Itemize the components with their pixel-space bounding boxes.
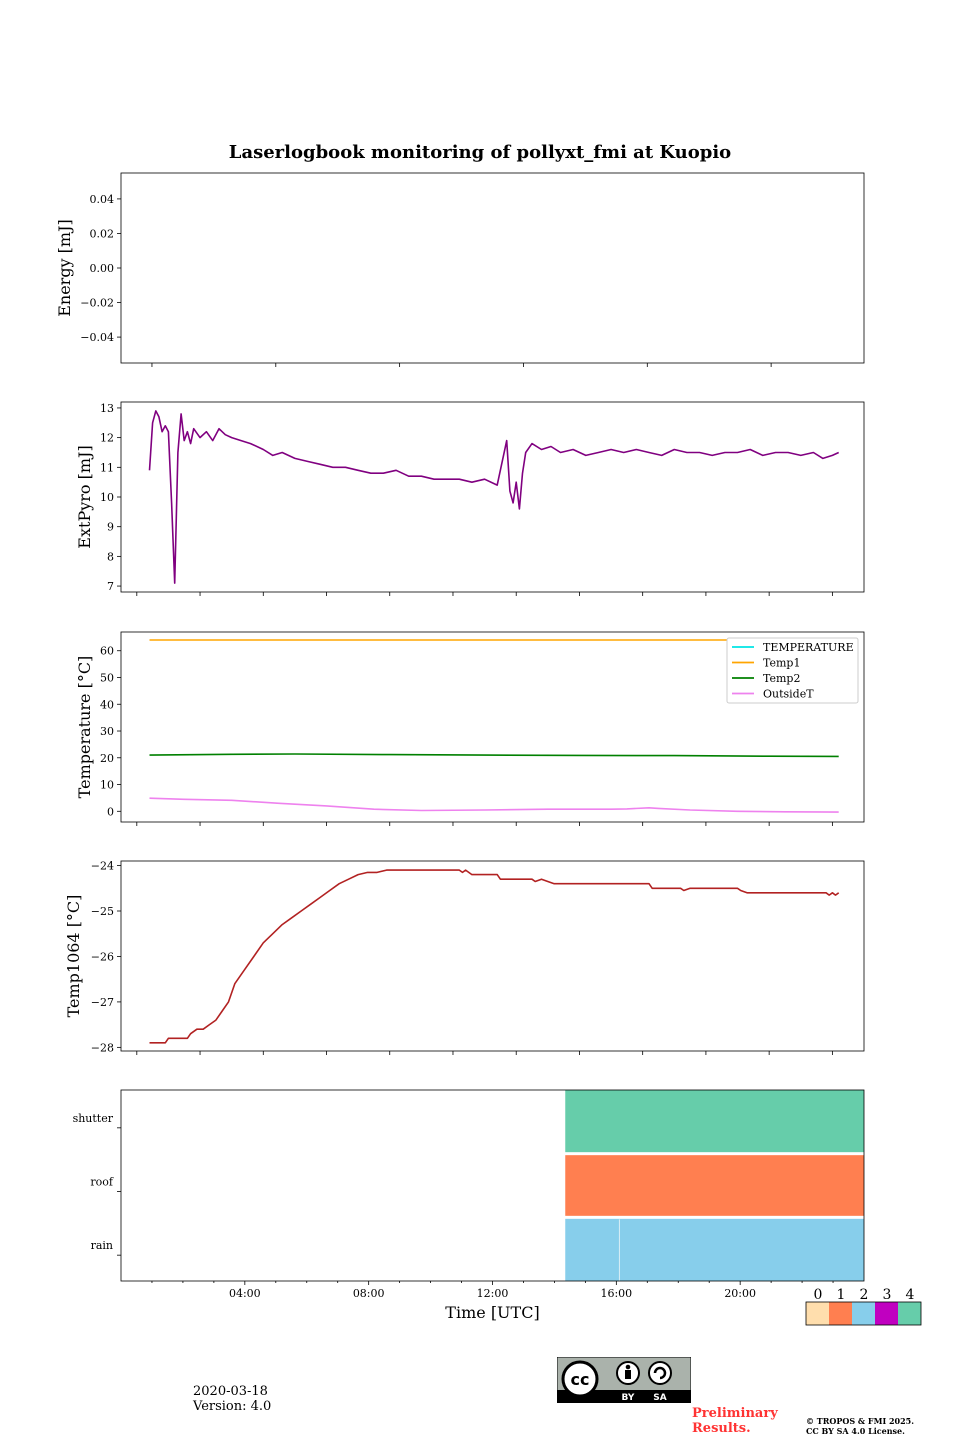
cc-sa-label: SA [653, 1393, 666, 1403]
ytick-label: −24 [91, 860, 114, 873]
ylabel: Energy [mJ] [55, 219, 74, 317]
ytick-label: −27 [91, 996, 114, 1009]
xtick-label: 04:00 [229, 1287, 261, 1300]
ytick-label: −28 [91, 1041, 114, 1054]
colorbar-tick-label: 4 [906, 1287, 915, 1303]
panel-energy: −0.04 −0.02 0.00 0.02 0.04 Energy [mJ] [55, 172, 865, 367]
ytick-label: 0.02 [90, 227, 115, 240]
footer-info: 2020-03-18 Version: 4.0 [193, 1384, 271, 1414]
ytick-label: −0.04 [80, 331, 114, 344]
xtick-label: 20:00 [724, 1287, 756, 1300]
xtick-label: 08:00 [353, 1287, 385, 1300]
ytick-label: 7 [107, 580, 114, 593]
axes-frame [120, 1089, 865, 1282]
ytick-label: −26 [91, 950, 114, 963]
panel-temp1064: −28 −27 −26 −25 −24 Temp1064 [°C] [64, 860, 865, 1055]
colorbar-tick-label: 0 [814, 1287, 823, 1303]
ytick-label: 10 [100, 491, 114, 504]
ytick-label: 8 [107, 550, 114, 563]
ylabel: Temp1064 [°C] [64, 895, 83, 1018]
cc-license-icon: cc BY SA [557, 1357, 691, 1403]
ytick-label: −25 [91, 905, 114, 918]
series-line-extpyro [148, 410, 840, 584]
axes-frame [120, 401, 865, 593]
legend-box [726, 637, 859, 704]
colorbar-cell-1 [829, 1302, 852, 1325]
axes-frame [120, 860, 865, 1052]
ytick-label: 50 [100, 671, 114, 684]
copyright-line2: CC BY SA 4.0 License. [806, 1426, 905, 1436]
preliminary-line2: Results. [692, 1421, 751, 1436]
colorbar-tick-label: 2 [860, 1287, 869, 1303]
colorbar-cell-0 [806, 1302, 829, 1325]
preliminary-note: Preliminary Results. [692, 1406, 778, 1436]
ytick-label: 10 [100, 779, 114, 792]
ytick-label: 13 [100, 402, 114, 415]
xlabel: Time [UTC] [445, 1303, 539, 1322]
ytick-label: 0.00 [90, 262, 115, 275]
version-label: Version: 4.0 [193, 1399, 272, 1414]
row-label-shutter: shutter [73, 1112, 114, 1125]
series-line-outsidet [149, 797, 839, 813]
preliminary-line1: Preliminary [692, 1406, 778, 1421]
colorbar-frame [805, 1301, 922, 1326]
ylabel: ExtPyro [mJ] [75, 445, 94, 548]
legend-label: Temp1 [763, 657, 800, 670]
copyright-line1: © TROPOS & FMI 2025. [806, 1416, 915, 1426]
legend-label: Temp2 [763, 672, 800, 685]
date-label: 2020-03-18 [193, 1384, 268, 1399]
ytick-label: 12 [100, 432, 114, 445]
colorbar-cell-2 [852, 1302, 875, 1325]
xtick-label: 16:00 [600, 1287, 632, 1300]
series-line-temp1064 [149, 869, 840, 1044]
status-segment-roof [565, 1155, 864, 1216]
cc-by-label: BY [622, 1393, 635, 1403]
status-segment-shutter [565, 1090, 864, 1153]
legend: TEMPERATURE Temp1 Temp2 OutsideT [726, 637, 859, 704]
chart-title: Laserlogbook monitoring of pollyxt_fmi a… [229, 142, 731, 163]
colorbar-cell-3 [875, 1302, 898, 1325]
svg-text:cc: cc [571, 1370, 590, 1389]
panel-extpyro: 7 8 9 10 11 12 13 ExtPyro [mJ] [75, 401, 865, 596]
colorbar-tick-label: 1 [837, 1287, 846, 1303]
series-line-temp2 [149, 753, 839, 758]
ytick-label: 60 [100, 645, 114, 658]
xtick-label: 12:00 [477, 1287, 509, 1300]
colorbar-cell-4 [898, 1302, 921, 1325]
ylabel: Temperature [°C] [75, 656, 94, 799]
status-segment-rain [565, 1218, 864, 1281]
ytick-label: 11 [100, 461, 114, 474]
ytick-label: 0 [107, 805, 114, 818]
colorbar-tick-label: 3 [883, 1287, 892, 1303]
ytick-label: 20 [100, 752, 114, 765]
copyright-note: © TROPOS & FMI 2025. CC BY SA 4.0 Licens… [806, 1416, 914, 1436]
legend-label: OutsideT [763, 688, 814, 701]
ytick-label: −0.02 [80, 297, 114, 310]
axes-frame [120, 631, 865, 823]
row-label-rain: rain [91, 1239, 113, 1252]
ytick-label: 9 [107, 521, 114, 534]
legend-label: TEMPERATURE [763, 641, 854, 654]
ytick-label: 40 [100, 698, 114, 711]
ytick-label: 30 [100, 725, 114, 738]
ytick-label: 0.04 [90, 193, 115, 206]
axes-frame [120, 172, 865, 364]
row-label-roof: roof [90, 1176, 114, 1189]
panel-temperature: 0 10 20 30 40 50 60 Temperature [°C] TEMPERATURE… [75, 631, 865, 826]
panel-status: shutter roof rain 04:00 08:00 12:00 16:00 20:00… [73, 1089, 865, 1322]
